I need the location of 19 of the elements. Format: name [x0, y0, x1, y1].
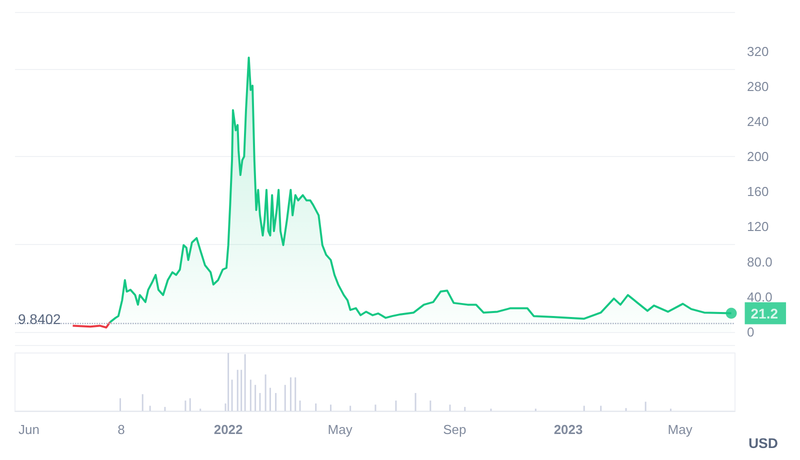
y-axis-title: USD: [748, 435, 778, 451]
x-tick-label: Jun: [18, 422, 40, 437]
y-tick-label: 320: [747, 44, 769, 59]
x-tick-label: 8: [118, 422, 125, 437]
y-tick-label: 80.0: [747, 254, 772, 270]
x-tick-label: 2023: [554, 422, 583, 437]
y-tick-label: 200: [747, 149, 769, 164]
x-tick-label: May: [668, 422, 693, 437]
y-tick-label: 120: [747, 219, 769, 234]
y-tick-label: 240: [747, 114, 769, 130]
y-tick-label: 40.0: [747, 289, 772, 304]
y-tick-label: 280: [747, 78, 769, 94]
annotation: 21.2: [750, 305, 778, 322]
x-tick-label: 2022: [214, 422, 243, 437]
ref-line-label: 9.8402: [18, 311, 62, 328]
x-tick-label: Sep: [443, 422, 466, 437]
y-tick-label: 0: [747, 324, 754, 340]
y-tick-label: 160: [747, 184, 769, 200]
x-tick-label: May: [328, 422, 353, 437]
